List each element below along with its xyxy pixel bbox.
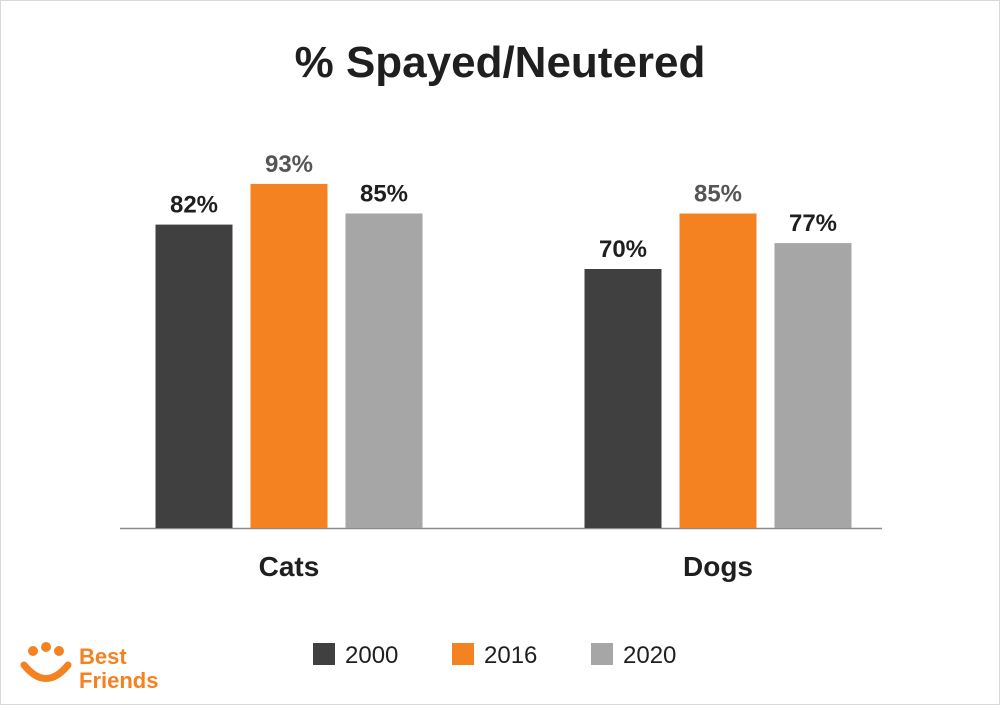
- bar-cats-2016: [250, 183, 328, 528]
- brand-logo: Best Friends: [20, 642, 158, 693]
- category-labels-group: Cats Dogs: [259, 551, 753, 582]
- legend-label-2000: 2000: [345, 642, 398, 669]
- legend-label-2020: 2020: [623, 642, 676, 669]
- legend-swatch-2016: [452, 643, 474, 665]
- data-label-dogs-2000: 70%: [599, 236, 647, 263]
- data-label-cats-2020: 85%: [360, 181, 408, 208]
- logo-text-best: Best: [79, 644, 127, 669]
- legend-label-2016: 2016: [484, 642, 537, 669]
- data-label-cats-2000: 82%: [170, 192, 218, 219]
- data-label-dogs-2020: 77%: [789, 210, 837, 237]
- paw-smile-icon: [20, 642, 72, 682]
- bars-group: [155, 183, 852, 528]
- legend: 2000 2016 2020: [313, 642, 676, 669]
- bar-cats-2020: [345, 213, 423, 528]
- category-label-dogs: Dogs: [683, 551, 753, 582]
- logo-text-friends: Friends: [79, 668, 158, 693]
- data-label-cats-2016: 93%: [265, 151, 313, 178]
- bar-dogs-2016: [679, 213, 757, 528]
- bar-dogs-2020: [774, 243, 852, 528]
- legend-swatch-2000: [313, 643, 335, 665]
- category-label-cats: Cats: [259, 551, 320, 582]
- legend-swatch-2020: [591, 643, 613, 665]
- value-labels-group: 82% 93% 85% 70% 85% 77%: [170, 151, 837, 263]
- data-label-dogs-2016: 85%: [694, 181, 742, 208]
- bar-cats-2000: [155, 224, 233, 528]
- bar-dogs-2000: [584, 269, 662, 528]
- chart-title: % Spayed/Neutered: [295, 38, 706, 87]
